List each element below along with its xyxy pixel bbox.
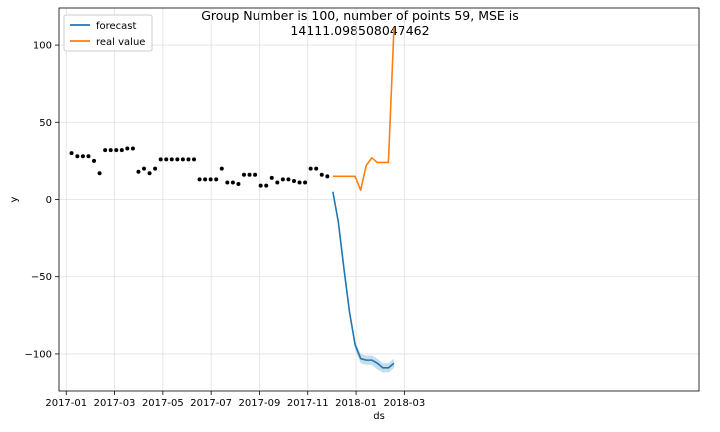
y-tick-label: 50: [39, 118, 52, 129]
x-tick-label: 2017-07: [190, 398, 232, 409]
history-data-point: [308, 166, 313, 171]
x-tick-label: 2017-11: [287, 398, 329, 409]
history-data-point: [319, 172, 324, 177]
history-data-point: [230, 180, 235, 185]
confidence-band-layer: [332, 188, 394, 373]
y-tick-label: 100: [33, 41, 52, 52]
series-lines-layer: [332, 28, 395, 369]
legend-label-real-value: real value: [96, 37, 145, 48]
history-data-point: [192, 157, 197, 162]
history-data-point: [119, 148, 124, 153]
history-data-point: [108, 148, 113, 153]
history-data-point: [125, 146, 130, 151]
history-data-point: [92, 158, 97, 163]
history-data-point: [158, 157, 163, 162]
history-data-point: [164, 157, 169, 162]
history-data-point: [303, 180, 308, 185]
history-data-point: [208, 177, 213, 182]
history-data-point: [153, 166, 158, 171]
history-data-point: [103, 148, 108, 153]
history-data-point: [97, 171, 102, 176]
history-data-point: [291, 178, 296, 183]
x-axis-label: ds: [373, 411, 385, 422]
history-data-point: [197, 177, 202, 182]
history-data-point: [297, 180, 302, 185]
history-data-point: [253, 172, 258, 177]
history-data-point: [286, 177, 291, 182]
history-data-point: [130, 146, 135, 151]
history-data-point: [186, 157, 191, 162]
y-axis-label: y: [9, 196, 20, 202]
history-data-point: [80, 154, 85, 159]
history-data-point: [280, 177, 285, 182]
history-data-point: [214, 177, 219, 182]
history-data-point: [325, 174, 330, 179]
history-data-point: [264, 183, 269, 188]
chart-title-line-1: Group Number is 100, number of points 59…: [201, 8, 519, 23]
x-tick-label: 2018-01: [335, 398, 377, 409]
x-tick-label: 2017-09: [239, 398, 281, 409]
history-data-point: [147, 171, 152, 176]
history-data-point: [275, 180, 280, 185]
x-tick-label: 2017-05: [142, 398, 184, 409]
forecast-series-line: [332, 191, 395, 369]
history-data-point: [269, 175, 274, 180]
history-data-point: [247, 172, 252, 177]
axis-ticks: 2017-01 2017-03 2017-05 2017-07 2017-09 2017-…: [25, 41, 426, 409]
forecast-uncertainty-band: [332, 188, 394, 373]
history-data-point: [203, 177, 208, 182]
y-tick-label: 0: [46, 195, 52, 206]
real-value-series-line: [332, 28, 395, 192]
history-data-point: [69, 151, 74, 156]
history-data-point: [180, 157, 185, 162]
grid-lines: [59, 8, 699, 391]
legend-label-forecast: forecast: [96, 21, 137, 32]
history-data-point: [114, 148, 119, 153]
history-data-point: [225, 180, 230, 185]
history-data-point: [236, 182, 241, 187]
history-data-point: [219, 166, 224, 171]
history-data-point: [169, 157, 174, 162]
history-data-point: [314, 166, 319, 171]
x-tick-label: 2018-03: [383, 398, 425, 409]
y-tick-label: −100: [25, 349, 52, 360]
history-data-point: [136, 169, 141, 174]
y-tick-label: −50: [31, 272, 52, 283]
history-data-point: [241, 172, 246, 177]
history-data-point: [86, 154, 91, 159]
chart-title-line-2: 14111.098508047462: [290, 23, 430, 38]
history-data-point: [142, 166, 147, 171]
history-data-point: [258, 183, 263, 188]
legend-box: [63, 14, 153, 52]
history-points-layer: [69, 146, 330, 188]
chart-legend: forecast real value: [63, 14, 153, 52]
x-tick-label: 2017-03: [94, 398, 136, 409]
history-data-point: [75, 154, 80, 159]
x-tick-label: 2017-01: [45, 398, 87, 409]
history-data-point: [175, 157, 180, 162]
